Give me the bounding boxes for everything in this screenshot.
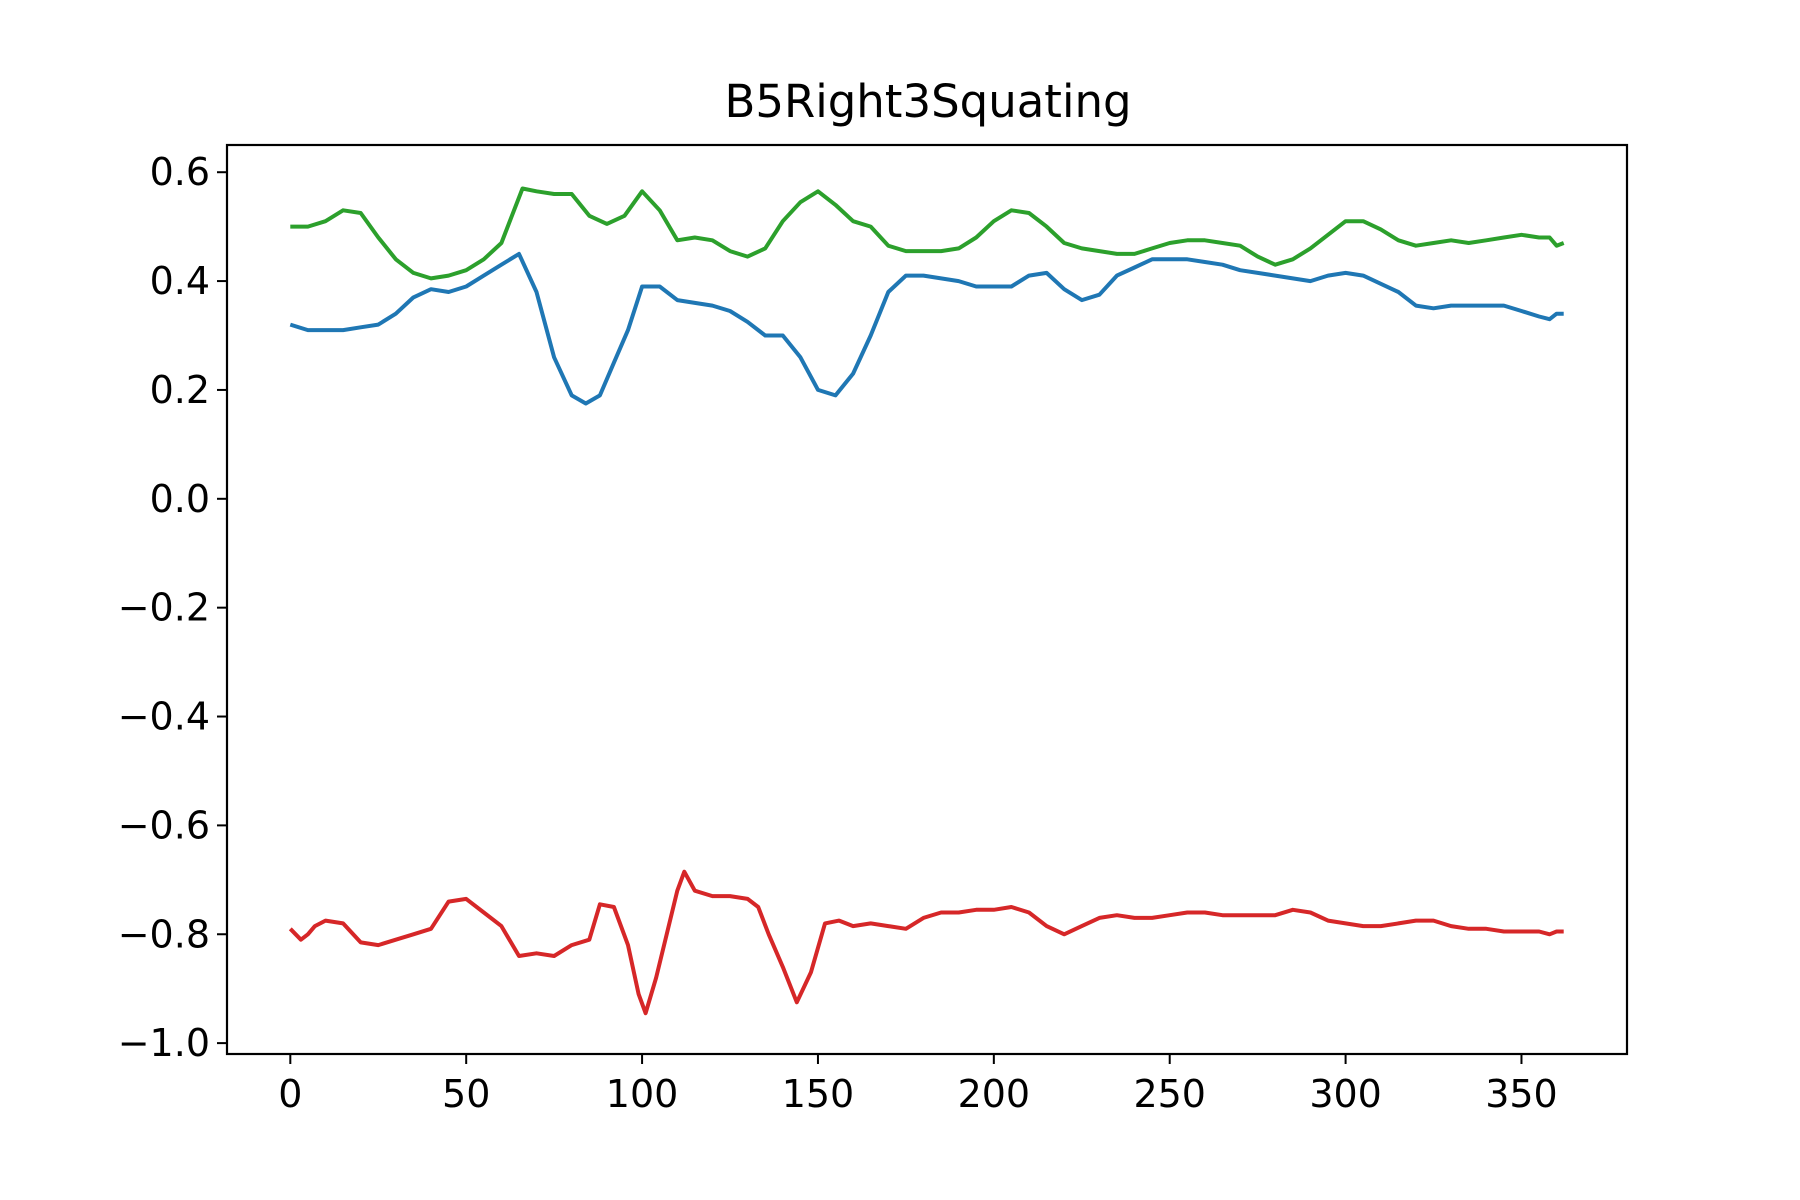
y-tick-label: −0.6	[118, 803, 210, 847]
x-tick-label: 250	[1133, 1072, 1206, 1116]
y-tick-label: 0.4	[150, 259, 210, 303]
y-tick-label: −0.8	[118, 912, 210, 956]
x-tick-label: 150	[782, 1072, 855, 1116]
y-tick-label: −0.4	[118, 695, 210, 739]
y-tick-label: 0.6	[150, 150, 210, 194]
x-tick-label: 300	[1309, 1072, 1382, 1116]
x-tick-label: 50	[442, 1072, 490, 1116]
y-tick-label: −1.0	[118, 1021, 210, 1065]
plot-frame	[225, 143, 1629, 1056]
x-axis: 0 50 100 150 200 250 300 350	[278, 1054, 1558, 1116]
y-tick-label: −0.2	[118, 586, 210, 630]
series-line-2	[289, 251, 1564, 406]
x-tick-label: 100	[606, 1072, 679, 1116]
y-tick-label: 0.2	[150, 368, 210, 412]
x-tick-label: 200	[958, 1072, 1031, 1116]
series-layer	[288, 186, 1565, 1016]
x-tick-label: 350	[1485, 1072, 1558, 1116]
chart-title: B5Right3Squating	[724, 75, 1131, 128]
series-line-3	[288, 869, 1564, 1016]
series-line-1	[290, 186, 1565, 281]
y-axis: 0.6 0.4 0.2 0.0 −0.2 −0.4 −0.6 −0.8 −1.0	[118, 150, 227, 1065]
x-tick-label: 0	[278, 1072, 302, 1116]
y-tick-label: 0.0	[150, 477, 210, 521]
